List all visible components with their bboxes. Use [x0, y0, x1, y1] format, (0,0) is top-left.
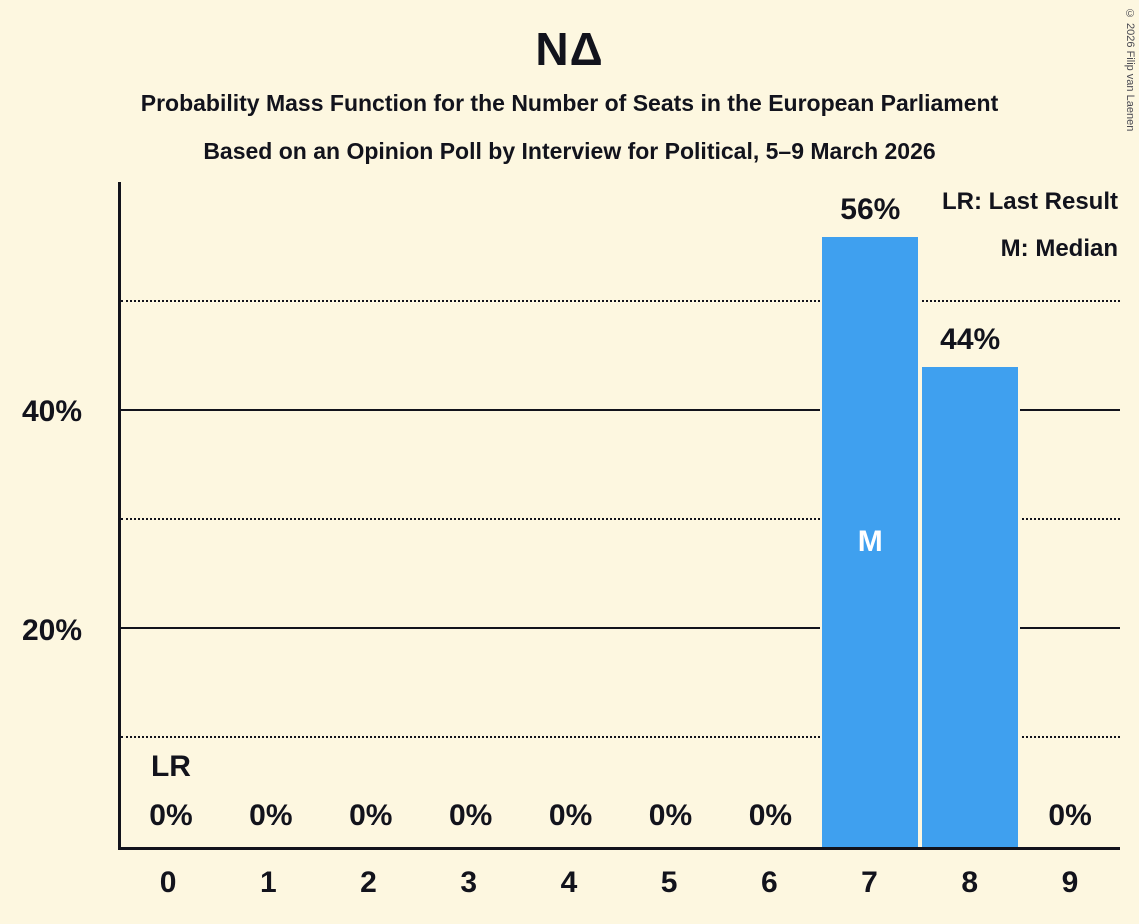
category-cell-5: 0%: [621, 182, 721, 847]
bar-value-label-8: 44%: [940, 323, 1001, 357]
category-cell-2: 0%: [321, 182, 421, 847]
x-axis-label-1: 1: [259, 866, 277, 899]
legend-last-result: LR: Last Result: [941, 188, 1118, 215]
category-cell-6: 0%: [720, 182, 820, 847]
category-cell-3: 0%: [421, 182, 521, 847]
bar-value-label-5: 0%: [648, 799, 693, 832]
category-cell-7: 56% M: [820, 182, 921, 847]
legend: LR: Last Result M: Median: [942, 178, 1118, 272]
x-axis-label-3: 3: [460, 866, 478, 899]
x-axis-label-2: 2: [360, 866, 377, 899]
category-cell-4: 0%: [521, 182, 621, 847]
x-axis-labels: 0 1 2 3 4 5 6 7 8 9: [118, 866, 1120, 900]
gridline-solid-20: [121, 626, 1120, 629]
bar-value-label-3: 0%: [448, 799, 493, 832]
bar-value-label-9: 0%: [1048, 799, 1092, 832]
bar-value-label-2: 0%: [349, 799, 393, 832]
gridline-solid-40: [121, 408, 1120, 411]
bar-value-label-0: 0%: [149, 799, 193, 832]
bar-value-label-1: 0%: [249, 799, 293, 832]
median-marker: M: [857, 524, 883, 558]
x-axis-label-6: 6: [760, 866, 778, 899]
x-axis-label-0: 0: [159, 866, 177, 899]
bar-seats-7: [820, 236, 921, 847]
last-result-marker: LR: [150, 750, 191, 783]
chart-subtitle-line2: Based on an Opinion Poll by Interview fo…: [203, 138, 936, 164]
y-axis-labels: 20% 40%: [6, 182, 98, 850]
category-cell-1: 0%: [221, 182, 321, 847]
bar-value-label-4: 0%: [548, 799, 593, 832]
gridline-dotted-30: [121, 517, 1120, 520]
plot-area: 0% LR 0% 0% 0% 0% 0% 0% 56% M 44% 0%: [118, 182, 1120, 850]
bar-value-label-7: 56%: [840, 192, 901, 226]
x-axis-label-4: 4: [560, 866, 578, 899]
legend-median: M: Median: [1000, 235, 1118, 262]
copyright-notice: © 2026 Filip van Laenen: [1124, 8, 1136, 132]
y-tick-label-40: 40%: [21, 394, 82, 428]
chart-title: ΝΔ: [535, 23, 604, 75]
category-cell-0: 0% LR: [121, 182, 221, 847]
x-axis-label-8: 8: [961, 866, 979, 899]
gridline-dotted-10: [121, 735, 1120, 738]
bar-seats-8: [920, 367, 1021, 847]
category-cell-9: 0%: [1020, 182, 1120, 847]
category-cell-8: 44%: [920, 182, 1021, 847]
bar-value-label-6: 0%: [748, 799, 793, 832]
chart-subtitle-line1: Probability Mass Function for the Number…: [140, 90, 999, 116]
y-tick-label-20: 20%: [21, 613, 82, 647]
gridline-dotted-50: [121, 299, 1120, 302]
x-axis-label-5: 5: [660, 866, 678, 899]
x-axis-label-9: 9: [1061, 866, 1079, 899]
x-axis-label-7: 7: [861, 866, 878, 899]
